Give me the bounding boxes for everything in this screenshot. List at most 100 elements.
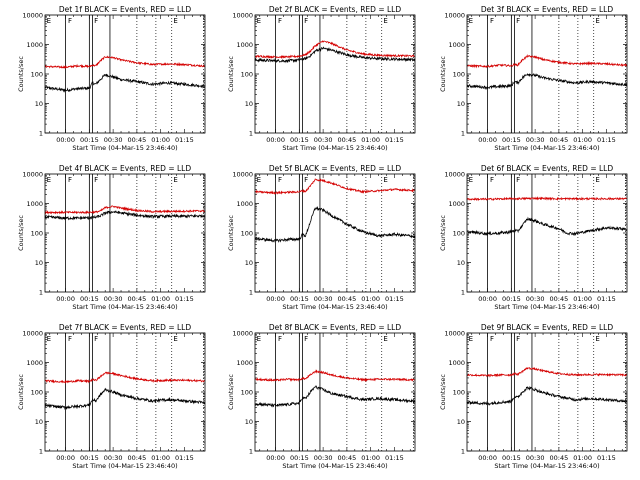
panel-5-y-tick-label: 1 <box>249 289 253 297</box>
panel-4-x-axis-label: Start Time (04-Mar-15 23:46:40) <box>72 303 177 311</box>
panel-7-x-tick-label: 00:30 <box>104 454 123 462</box>
panel-8-x-tick-label: 00:30 <box>314 454 333 462</box>
panel-9-y-tick-label: 10000 <box>444 330 465 338</box>
panel-1-marker-f: F <box>68 17 72 25</box>
panel-5-y-axis-label: Counts/sec <box>227 215 235 251</box>
panel-3-marker-f: F <box>516 17 520 25</box>
panel-7-y-tick-label: 1 <box>39 448 43 456</box>
panel-9-y-tick-label: 100 <box>453 389 465 397</box>
panel-4-y-tick-label: 1 <box>39 289 43 297</box>
panel-5-marker-f: F <box>304 176 308 184</box>
panel-7-x-tick-label: 00:45 <box>128 454 147 462</box>
panel-8-x-tick-label: 00:15 <box>290 454 309 462</box>
panel-4-title: Det 4f BLACK = Events, RED = LLD <box>59 164 192 173</box>
panel-6-series-events <box>466 216 628 237</box>
panel-1-x-tick-label: 00:45 <box>128 136 147 144</box>
panel-1-marker-e: E <box>173 17 177 25</box>
panel-1-y-tick-label: 100 <box>31 71 43 79</box>
panel-4-x-tick-label: 00:30 <box>104 295 123 303</box>
panel-8-series-events <box>254 385 416 408</box>
panel-4-x-tick-label: 01:15 <box>175 295 194 303</box>
panel-4-y-axis-label: Counts/sec <box>17 215 25 251</box>
panel-4-series-events <box>44 210 206 221</box>
panel-2-y-tick-label: 10000 <box>232 12 253 20</box>
panel-2-y-axis-label: Counts/sec <box>227 56 235 92</box>
panel-5-x-tick-label: 00:00 <box>266 295 285 303</box>
panel-5-y-tick-label: 10000 <box>232 171 253 179</box>
panel-6-marker-e: E <box>595 176 599 184</box>
panel-7-x-tick-label: 01:00 <box>151 454 170 462</box>
panel-9-marker-e: E <box>595 335 599 343</box>
panel-2-y-tick-label: 1000 <box>236 41 253 49</box>
panel-1-title: Det 1f BLACK = Events, RED = LLD <box>59 5 192 14</box>
panel-8-title: Det 8f BLACK = Events, RED = LLD <box>269 323 402 332</box>
panel-3-marker-f: F <box>490 17 494 25</box>
panel-7-y-axis-label: Counts/sec <box>17 374 25 410</box>
panel-5-marker-e: E <box>257 176 261 184</box>
panel-3-x-axis-label: Start Time (04-Mar-15 23:46:40) <box>494 144 599 152</box>
panel-1-marker-e: E <box>47 17 51 25</box>
panel-1-y-tick-label: 1000 <box>26 41 43 49</box>
panel-3-y-tick-label: 1 <box>461 130 465 138</box>
panel-1-x-tick-label: 01:15 <box>175 136 194 144</box>
panel-9-y-tick-label: 1 <box>461 448 465 456</box>
panel-9-x-tick-label: 01:15 <box>597 454 616 462</box>
panel-9-y-axis-label: Counts/sec <box>439 374 447 410</box>
panel-7-x-tick-label: 00:00 <box>56 454 75 462</box>
panel-3-x-tick-label: 00:30 <box>526 136 545 144</box>
panel-6-y-tick-label: 100 <box>453 230 465 238</box>
panel-6-y-tick-label: 1 <box>461 289 465 297</box>
panel-8-y-axis-label: Counts/sec <box>227 374 235 410</box>
panel-7-y-tick-label: 10000 <box>22 330 43 338</box>
panel-6-x-tick-label: 00:00 <box>478 295 497 303</box>
panel-1-series-events <box>44 73 206 93</box>
panel-3-marker-e: E <box>469 17 473 25</box>
panel-2-x-tick-label: 01:15 <box>385 136 404 144</box>
panel-2-x-tick-label: 00:15 <box>290 136 309 144</box>
panel-1-x-tick-label: 00:00 <box>56 136 75 144</box>
panel-6-series-lld <box>466 196 628 202</box>
panel-6-x-tick-label: 01:00 <box>573 295 592 303</box>
panel-7-x-tick-label: 01:15 <box>175 454 194 462</box>
panel-2-x-tick-label: 00:30 <box>314 136 333 144</box>
panel-6-plot-frame <box>466 173 628 293</box>
panel-5-series-lld <box>254 178 416 195</box>
panel-1-x-tick-label: 01:00 <box>151 136 170 144</box>
panel-6-x-tick-label: 00:15 <box>502 295 521 303</box>
panel-5-x-tick-label: 00:15 <box>290 295 309 303</box>
panel-9-y-tick-label: 10 <box>457 418 465 426</box>
panel-9-x-tick-label: 00:00 <box>478 454 497 462</box>
panel-2-x-tick-label: 00:45 <box>338 136 357 144</box>
panel-5-x-axis-label: Start Time (04-Mar-15 23:46:40) <box>282 303 387 311</box>
panel-4-y-tick-label: 10000 <box>22 171 43 179</box>
panel-3-title: Det 3f BLACK = Events, RED = LLD <box>481 5 614 14</box>
panel-4-marker-f: F <box>94 176 98 184</box>
panel-1-y-tick-label: 10 <box>35 100 43 108</box>
panel-5-marker-e: E <box>383 176 387 184</box>
panel-2-y-tick-label: 1 <box>249 130 253 138</box>
panel-8-y-tick-label: 1000 <box>236 359 253 367</box>
panel-1-y-tick-label: 1 <box>39 130 43 138</box>
panel-5-marker-f: F <box>278 176 282 184</box>
panel-8-x-axis-label: Start Time (04-Mar-15 23:46:40) <box>282 462 387 470</box>
panel-1-x-tick-label: 00:30 <box>104 136 123 144</box>
panel-9-marker-f: F <box>516 335 520 343</box>
panel-3-y-axis-label: Counts/sec <box>439 56 447 92</box>
panel-7-y-tick-label: 10 <box>35 418 43 426</box>
panel-6-y-axis-label: Counts/sec <box>439 215 447 251</box>
panel-9-x-tick-label: 00:30 <box>526 454 545 462</box>
panel-8-x-tick-label: 00:45 <box>338 454 357 462</box>
panel-8-series-lld <box>254 369 416 383</box>
panel-2-marker-e: E <box>383 17 387 25</box>
panel-4-x-tick-label: 00:00 <box>56 295 75 303</box>
panel-6-y-tick-label: 10000 <box>444 171 465 179</box>
panel-8-plot-frame <box>254 332 416 452</box>
panel-1-marker-f: F <box>94 17 98 25</box>
panel-8-x-tick-label: 01:15 <box>385 454 404 462</box>
panel-2-x-tick-label: 00:00 <box>266 136 285 144</box>
panel-7-x-axis-label: Start Time (04-Mar-15 23:46:40) <box>72 462 177 470</box>
panel-7-title: Det 7f BLACK = Events, RED = LLD <box>59 323 192 332</box>
panel-5-series-events <box>254 205 416 243</box>
panel-2-title: Det 2f BLACK = Events, RED = LLD <box>269 5 402 14</box>
panel-6-y-tick-label: 1000 <box>448 200 465 208</box>
